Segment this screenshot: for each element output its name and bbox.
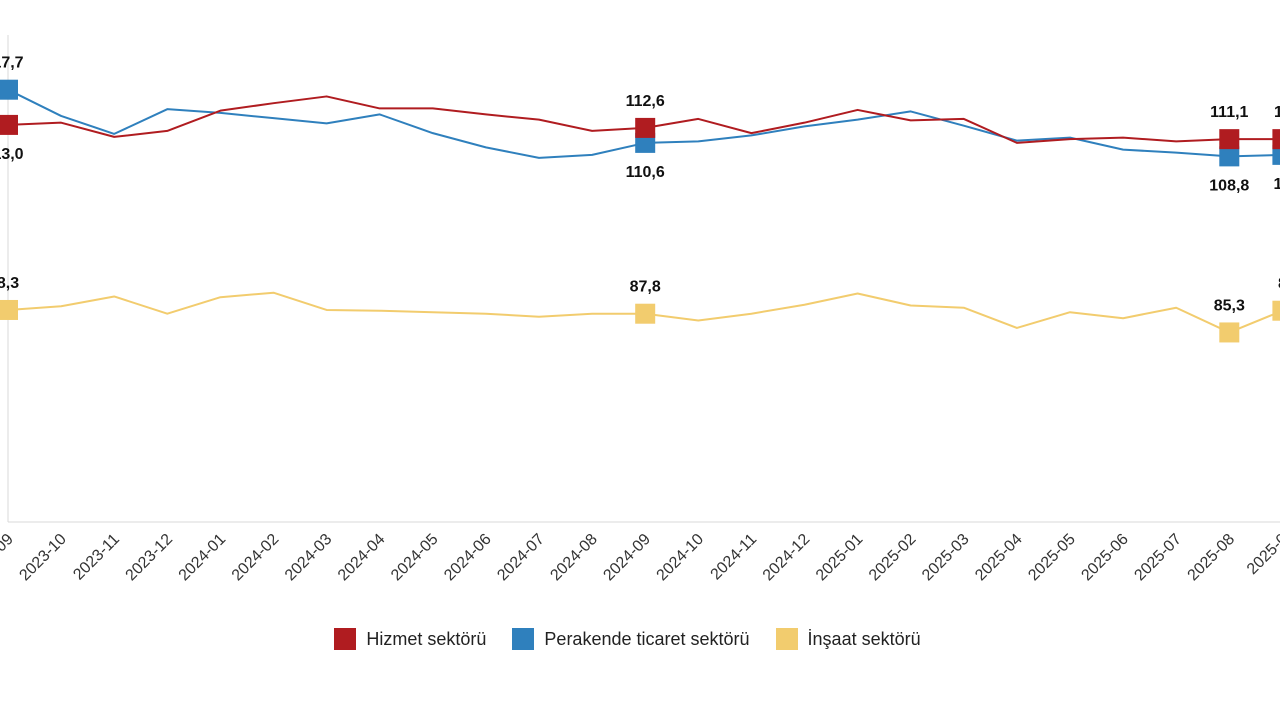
x-tick-8: 2024-05 <box>388 531 442 585</box>
line-chart: 17,7 13,0 8,3 112,6 110,6 87,8 111,1 108,8 85,3 1… <box>0 35 1280 585</box>
x-tick-21: 2025-06 <box>1078 531 1132 585</box>
marker-s0-0 <box>0 114 18 135</box>
x-tick-13: 2024-10 <box>654 531 708 585</box>
x-tick-5: 2024-02 <box>229 531 283 585</box>
legend-item-perakende[interactable]: Perakende ticaret sektörü <box>512 628 750 650</box>
marker-s2-23 <box>1219 322 1240 343</box>
marker-s0-24 <box>1272 129 1280 150</box>
data-label-11: 8 <box>1278 276 1280 293</box>
marker-s2-12 <box>635 303 656 324</box>
data-label-5: 87,8 <box>630 279 661 296</box>
legend-swatch-perakende <box>512 628 535 650</box>
x-tick-6: 2024-03 <box>282 531 336 585</box>
marker-s2-0 <box>0 299 18 320</box>
x-tick-16: 2025-01 <box>813 531 867 585</box>
data-label-10: 10 <box>1274 176 1280 193</box>
data-labels: 17,7 13,0 8,3 112,6 110,6 87,8 111,1 108,8 85,3 1… <box>0 55 1280 315</box>
x-tick-14: 2024-11 <box>708 531 761 584</box>
x-tick-1: 2023-10 <box>16 531 70 585</box>
x-tick-17: 2025-02 <box>866 531 920 585</box>
marker-s1-0 <box>0 79 18 100</box>
x-tick-19: 2025-04 <box>972 531 1026 585</box>
legend: Hizmet sektörü Perakende ticaret sektörü… <box>0 628 1255 650</box>
data-label-4: 110,6 <box>626 164 665 181</box>
marker-s2-24 <box>1272 300 1280 321</box>
marker-s1-24 <box>1272 144 1280 165</box>
data-label-1: 13,0 <box>0 146 24 163</box>
data-markers <box>0 79 1280 343</box>
legend-label-hizmet: Hizmet sektörü <box>366 628 487 649</box>
marker-s1-23 <box>1219 146 1240 167</box>
data-label-6: 111,1 <box>1210 104 1248 121</box>
legend-label-insaat: İnşaat sektörü <box>807 628 921 649</box>
x-tick-4: 2024-01 <box>176 531 230 585</box>
x-tick-3: 2023-12 <box>123 531 177 585</box>
data-label-7: 108,8 <box>1209 177 1249 194</box>
x-tick-10: 2024-07 <box>494 531 548 585</box>
x-tick-0: 09 <box>0 531 17 556</box>
data-label-9: 11 <box>1274 104 1280 121</box>
legend-swatch-hizmet <box>334 628 357 650</box>
x-tick-22: 2025-07 <box>1131 531 1185 585</box>
x-tick-12: 2024-09 <box>600 531 654 585</box>
x-tick-labels: 09 2023-10 2023-11 2023-12 2024-01 2024-02 202… <box>0 531 1280 585</box>
data-label-3: 112,6 <box>626 93 665 110</box>
legend-item-insaat[interactable]: İnşaat sektörü <box>775 628 921 650</box>
data-label-0: 17,7 <box>0 55 24 72</box>
x-tick-18: 2025-03 <box>919 531 973 585</box>
data-label-8: 85,3 <box>1214 297 1245 314</box>
x-tick-7: 2024-04 <box>335 531 389 585</box>
legend-swatch-insaat <box>775 628 798 650</box>
x-tick-20: 2025-05 <box>1025 531 1079 585</box>
x-tick-11: 2024-08 <box>547 531 601 585</box>
x-tick-15: 2024-12 <box>760 531 814 585</box>
x-tick-9: 2024-06 <box>441 531 495 585</box>
x-tick-23: 2025-08 <box>1185 531 1239 585</box>
data-label-2: 8,3 <box>0 275 19 292</box>
marker-s0-23 <box>1219 129 1240 150</box>
marker-s0-12 <box>635 117 656 138</box>
x-tick-2: 2023-11 <box>70 531 123 584</box>
legend-item-hizmet[interactable]: Hizmet sektörü <box>334 628 486 650</box>
x-tick-24: 2025-0 <box>1244 531 1280 578</box>
legend-label-perakende: Perakende ticaret sektörü <box>544 628 750 649</box>
